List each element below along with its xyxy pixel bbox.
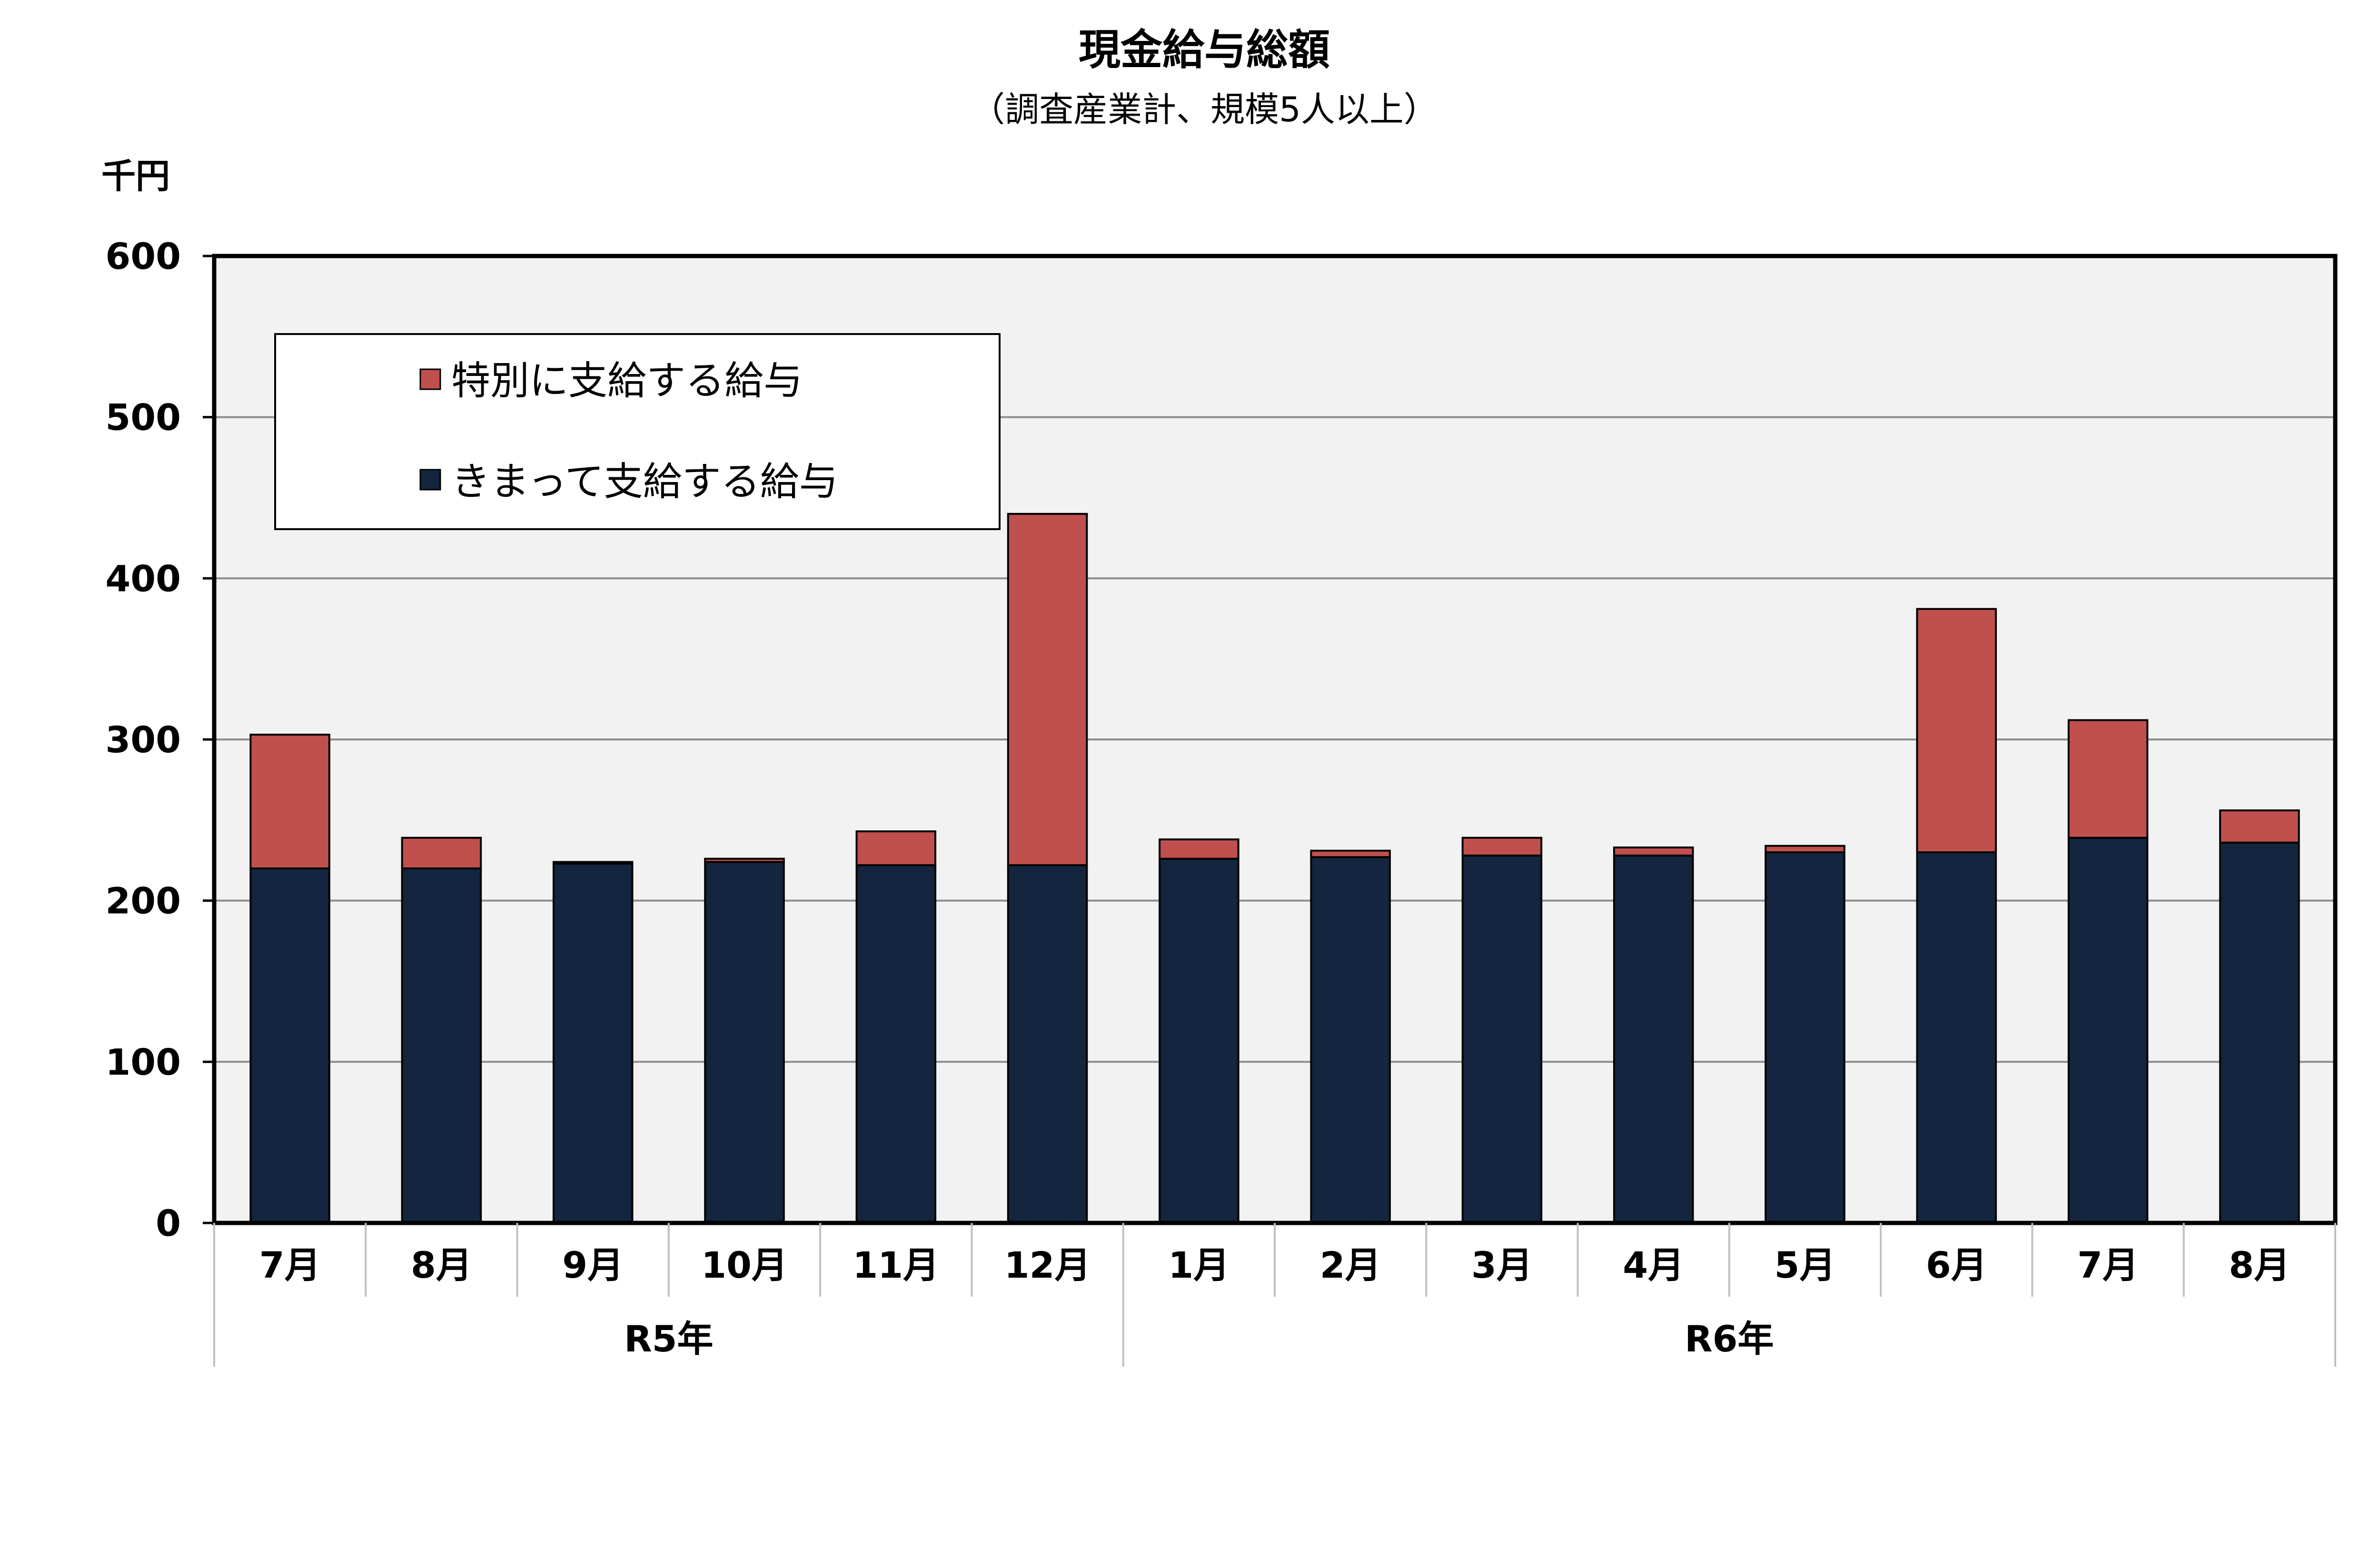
y-tick-label: 500	[105, 396, 181, 439]
bar-special	[1765, 845, 1845, 854]
chart-title: 現金給与総額	[1079, 25, 1330, 74]
bars	[249, 512, 2300, 1224]
bar-special	[1159, 838, 1240, 860]
y-tick-label: 300	[105, 719, 181, 761]
chart-subtitle: （調査産業計、規模5人以上）	[971, 89, 1438, 129]
x-group-label: R6年	[1685, 1318, 1774, 1360]
legend-swatch-regular	[419, 469, 441, 491]
x-tick-label: 7月	[259, 1244, 321, 1286]
bar-regular	[855, 864, 937, 1224]
x-tick-label: 12月	[1004, 1244, 1091, 1286]
y-axis-ticks: 0 100 200 300 400 500 600	[105, 235, 214, 1244]
x-tick-label: 4月	[1623, 1244, 1684, 1286]
legend-label-special: 特別に支給する給与	[451, 358, 803, 404]
x-tick-label: 5月	[1775, 1244, 1836, 1286]
bar-special	[2219, 809, 2300, 844]
bar-special	[1916, 608, 1997, 854]
bar-regular	[249, 867, 330, 1224]
legend-swatch-special	[419, 368, 441, 390]
bar-regular	[1613, 854, 1694, 1224]
y-axis-label: 千円	[101, 156, 170, 196]
bar-special	[552, 861, 634, 865]
x-tick-label: 8月	[411, 1244, 472, 1286]
x-group-label: R5年	[624, 1318, 713, 1360]
x-axis: 7月 8月 9月 10月 11月 12月 1月 2月 3月 4月 5月 6月 7月 8月 R5年 R6年	[213, 1223, 2336, 1367]
x-tick-label: 3月	[1471, 1244, 1533, 1286]
bar-special	[1007, 512, 1088, 867]
legend-box	[274, 333, 1001, 530]
bar-regular	[552, 862, 634, 1224]
y-tick-label: 100	[105, 1041, 181, 1083]
x-tick-label: 1月	[1168, 1244, 1230, 1286]
x-tick-label: 9月	[562, 1244, 624, 1286]
x-tick-label: 11月	[853, 1244, 939, 1286]
bar-regular	[2219, 841, 2300, 1224]
bar-regular	[1007, 864, 1088, 1224]
bar-regular	[1461, 854, 1543, 1224]
legend-label-regular: きまって支給する給与	[451, 459, 838, 504]
bar-special	[2067, 719, 2149, 839]
y-tick-label: 400	[105, 557, 181, 600]
x-tick-label: 10月	[701, 1244, 788, 1286]
bar-special	[1461, 837, 1543, 857]
legend: 特別に支給する給与 きまって支給する給与	[274, 333, 1001, 530]
bar-special	[1310, 849, 1391, 858]
bar-special	[855, 830, 937, 867]
y-tick-label: 600	[105, 235, 181, 277]
y-tick-label: 200	[105, 880, 181, 922]
bar-special	[401, 837, 482, 869]
x-tick-label: 8月	[2229, 1244, 2290, 1286]
bar-special	[704, 857, 785, 863]
bar-regular	[401, 867, 482, 1224]
bar-regular	[2067, 837, 2149, 1224]
x-tick-label: 6月	[1926, 1244, 1987, 1286]
x-tick-label: 7月	[2077, 1244, 2139, 1286]
x-tick-label: 2月	[1320, 1244, 1381, 1286]
bar-regular	[704, 861, 785, 1224]
bar-regular	[1916, 851, 1997, 1224]
bar-special	[1613, 846, 1694, 857]
bar-regular	[1310, 856, 1391, 1224]
bar-regular	[1765, 851, 1845, 1224]
bar-regular	[1159, 857, 1240, 1224]
y-tick-label: 0	[156, 1202, 181, 1244]
bar-special	[249, 733, 330, 869]
